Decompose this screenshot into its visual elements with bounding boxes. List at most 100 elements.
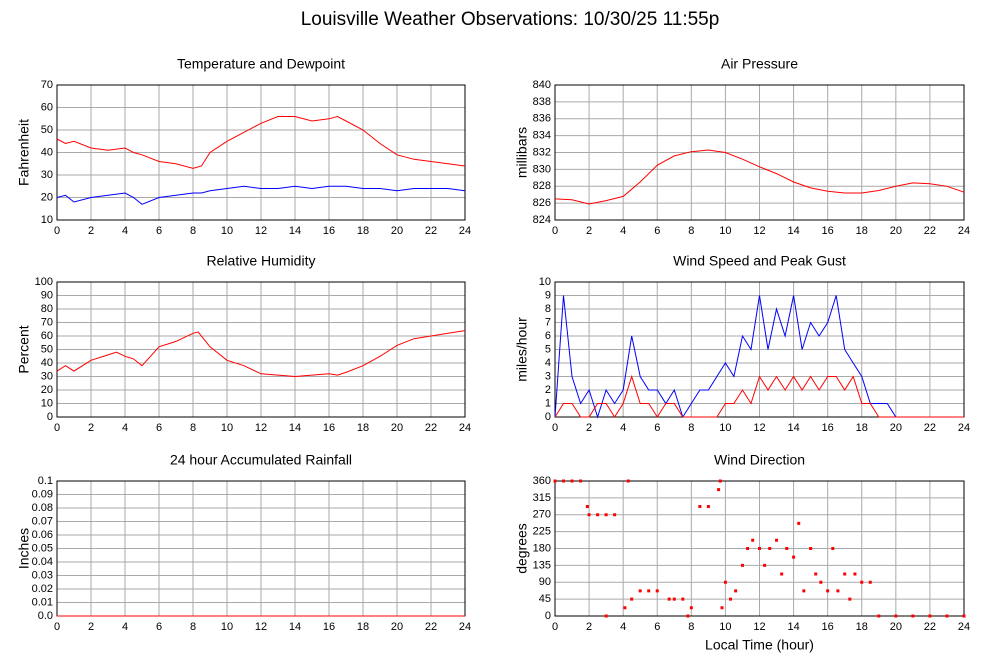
x-tick-label: 4: [620, 225, 626, 237]
y-tick-label: 270: [533, 509, 551, 521]
x-tick-label: 14: [787, 422, 799, 434]
y-tick-label: 45: [539, 593, 551, 605]
y-tick-label: 0.0: [38, 610, 53, 622]
x-tick-label: 24: [459, 225, 471, 237]
data-line: [554, 374, 964, 418]
x-tick-label: 22: [425, 621, 437, 633]
data-point: [775, 538, 779, 542]
data-point: [740, 563, 744, 567]
y-tick-label: 60: [41, 330, 53, 342]
y-tick-label: 0.09: [32, 488, 53, 500]
x-axis-label: Local Time (hour): [705, 637, 814, 653]
plot-frame: [554, 84, 965, 221]
y-tick-label: 50: [41, 124, 53, 136]
x-tick-label: 4: [122, 621, 128, 633]
y-tick-label: 90: [41, 289, 53, 301]
data-point: [604, 614, 608, 618]
plot-frame: [554, 281, 965, 418]
y-axis-label: Fahrenheit: [16, 119, 32, 186]
y-tick-label: 3: [545, 370, 551, 382]
y-axis-label: Inches: [16, 528, 32, 569]
y-tick-label: 5: [545, 343, 551, 355]
data-point: [768, 547, 772, 550]
data-point: [585, 505, 589, 508]
y-tick-label: 20: [41, 384, 53, 396]
x-tick-label: 0: [54, 621, 60, 633]
data-point: [853, 572, 857, 576]
x-tick-label: 22: [425, 225, 437, 237]
x-tick-label: 14: [787, 621, 799, 633]
x-tick-label: 2: [88, 225, 94, 237]
data-point: [734, 589, 738, 593]
x-tick-label: 24: [958, 621, 970, 633]
x-tick-label: 10: [719, 422, 731, 434]
y-tick-label: 70: [41, 79, 53, 91]
x-tick-label: 6: [156, 621, 162, 633]
y-tick-label: 100: [35, 276, 53, 288]
x-tick-label: 6: [156, 422, 162, 434]
x-tick-label: 14: [289, 621, 301, 633]
y-tick-label: 10: [41, 214, 53, 226]
data-point: [962, 614, 966, 618]
data-point: [626, 479, 630, 483]
data-point: [596, 513, 600, 517]
x-tick-label: 4: [122, 422, 128, 434]
data-point: [717, 488, 721, 492]
y-tick-label: 0.08: [32, 502, 53, 514]
y-tick-label: 20: [41, 191, 53, 203]
data-point: [894, 614, 898, 618]
data-point: [877, 614, 881, 618]
plot-frame: [56, 84, 466, 221]
data-point: [587, 513, 591, 517]
x-tick-label: 0: [54, 422, 60, 434]
y-tick-label: 8: [545, 303, 551, 315]
x-tick-label: 20: [391, 621, 403, 633]
data-line: [56, 115, 466, 169]
y-tick-label: 70: [41, 316, 53, 328]
y-tick-label: 40: [41, 146, 53, 158]
x-tick-label: 12: [255, 422, 267, 434]
x-tick-label: 4: [620, 422, 626, 434]
x-tick-label: 14: [787, 225, 799, 237]
x-tick-label: 12: [753, 621, 765, 633]
data-point: [809, 547, 813, 550]
x-tick-label: 8: [190, 422, 196, 434]
y-tick-label: 832: [533, 146, 551, 158]
x-tick-label: 8: [688, 225, 694, 237]
data-point: [638, 589, 642, 593]
x-tick-label: 16: [323, 422, 335, 434]
x-tick-label: 0: [552, 422, 558, 434]
chart-title: Air Pressure: [721, 56, 798, 72]
chart-title: 24 hour Accumulated Rainfall: [170, 452, 352, 468]
data-point: [860, 580, 864, 584]
y-tick-label: 828: [533, 180, 551, 192]
data-point: [751, 538, 755, 542]
x-tick-label: 0: [552, 225, 558, 237]
data-point: [570, 479, 574, 483]
page-title: Louisville Weather Observations: 10/30/2…: [301, 9, 720, 30]
y-tick-label: 840: [533, 79, 551, 91]
x-tick-label: 18: [357, 225, 369, 237]
y-tick-label: 0.1: [38, 475, 53, 487]
x-tick-label: 2: [586, 225, 592, 237]
x-tick-label: 12: [255, 225, 267, 237]
y-tick-label: 225: [533, 526, 551, 538]
data-point: [667, 597, 671, 601]
y-tick-label: 2: [545, 384, 551, 396]
y-tick-label: 0.07: [32, 515, 53, 527]
y-tick-label: 30: [41, 370, 53, 382]
y-tick-label: 4: [545, 357, 551, 369]
data-point: [848, 597, 852, 601]
x-tick-label: 10: [221, 225, 233, 237]
data-point: [763, 563, 767, 567]
data-line: [56, 330, 466, 378]
y-tick-label: 10: [41, 397, 53, 409]
x-tick-label: 20: [890, 621, 902, 633]
y-tick-label: 315: [533, 492, 551, 504]
data-point: [718, 479, 722, 483]
y-tick-label: 30: [41, 169, 53, 181]
data-point: [681, 597, 685, 601]
x-tick-label: 10: [719, 621, 731, 633]
data-point: [780, 572, 784, 576]
